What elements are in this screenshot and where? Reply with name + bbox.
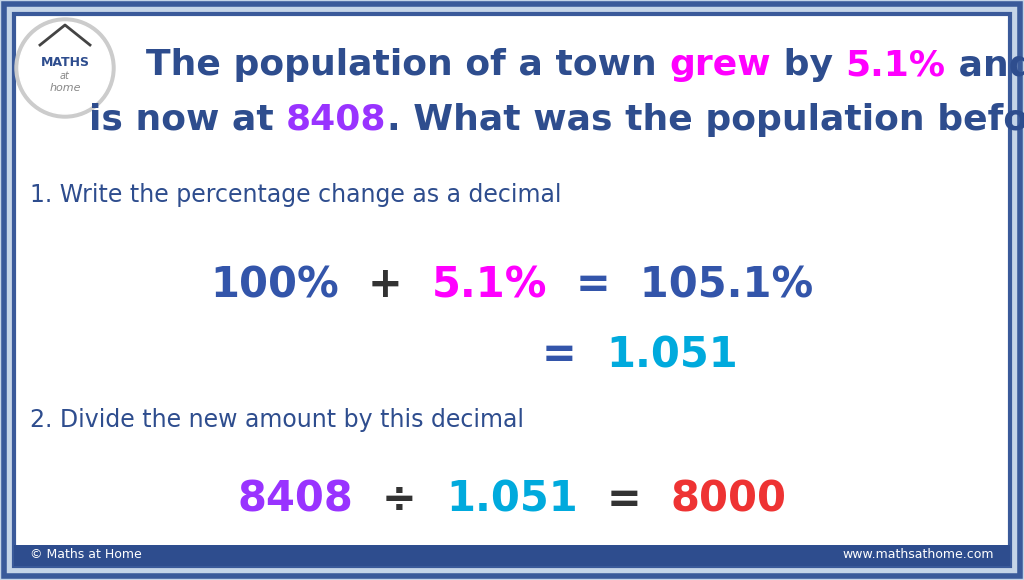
Text: at: at <box>60 71 70 81</box>
Text: The population of a town: The population of a town <box>145 48 670 82</box>
Text: 2. Divide the new amount by this decimal: 2. Divide the new amount by this decimal <box>30 408 524 432</box>
Text: MATHS: MATHS <box>41 56 89 68</box>
Text: =  105.1%: = 105.1% <box>548 264 814 306</box>
Circle shape <box>19 22 111 114</box>
Text: and: and <box>945 48 1024 82</box>
Text: © Maths at Home: © Maths at Home <box>30 549 141 561</box>
Text: 100%: 100% <box>210 264 339 306</box>
Text: 1.051: 1.051 <box>446 479 578 521</box>
Text: 8408: 8408 <box>286 103 387 137</box>
Text: grew: grew <box>670 48 771 82</box>
Circle shape <box>15 18 115 118</box>
Text: =: = <box>578 479 671 521</box>
Bar <box>14 545 1010 566</box>
Text: www.mathsathome.com: www.mathsathome.com <box>843 549 994 561</box>
Text: +: + <box>339 264 432 306</box>
Text: by: by <box>771 48 846 82</box>
Text: is now at: is now at <box>89 103 286 137</box>
Text: 1.051: 1.051 <box>606 334 737 376</box>
Text: ÷: ÷ <box>353 479 446 521</box>
Text: 1. Write the percentage change as a decimal: 1. Write the percentage change as a deci… <box>30 183 561 207</box>
Text: home: home <box>49 83 81 93</box>
Text: 8000: 8000 <box>671 479 786 521</box>
Text: =: = <box>543 334 606 376</box>
Text: 5.1%: 5.1% <box>432 264 548 306</box>
Text: 8408: 8408 <box>238 479 353 521</box>
Text: . What was the population before?: . What was the population before? <box>387 103 1024 137</box>
Text: 5.1%: 5.1% <box>846 48 945 82</box>
